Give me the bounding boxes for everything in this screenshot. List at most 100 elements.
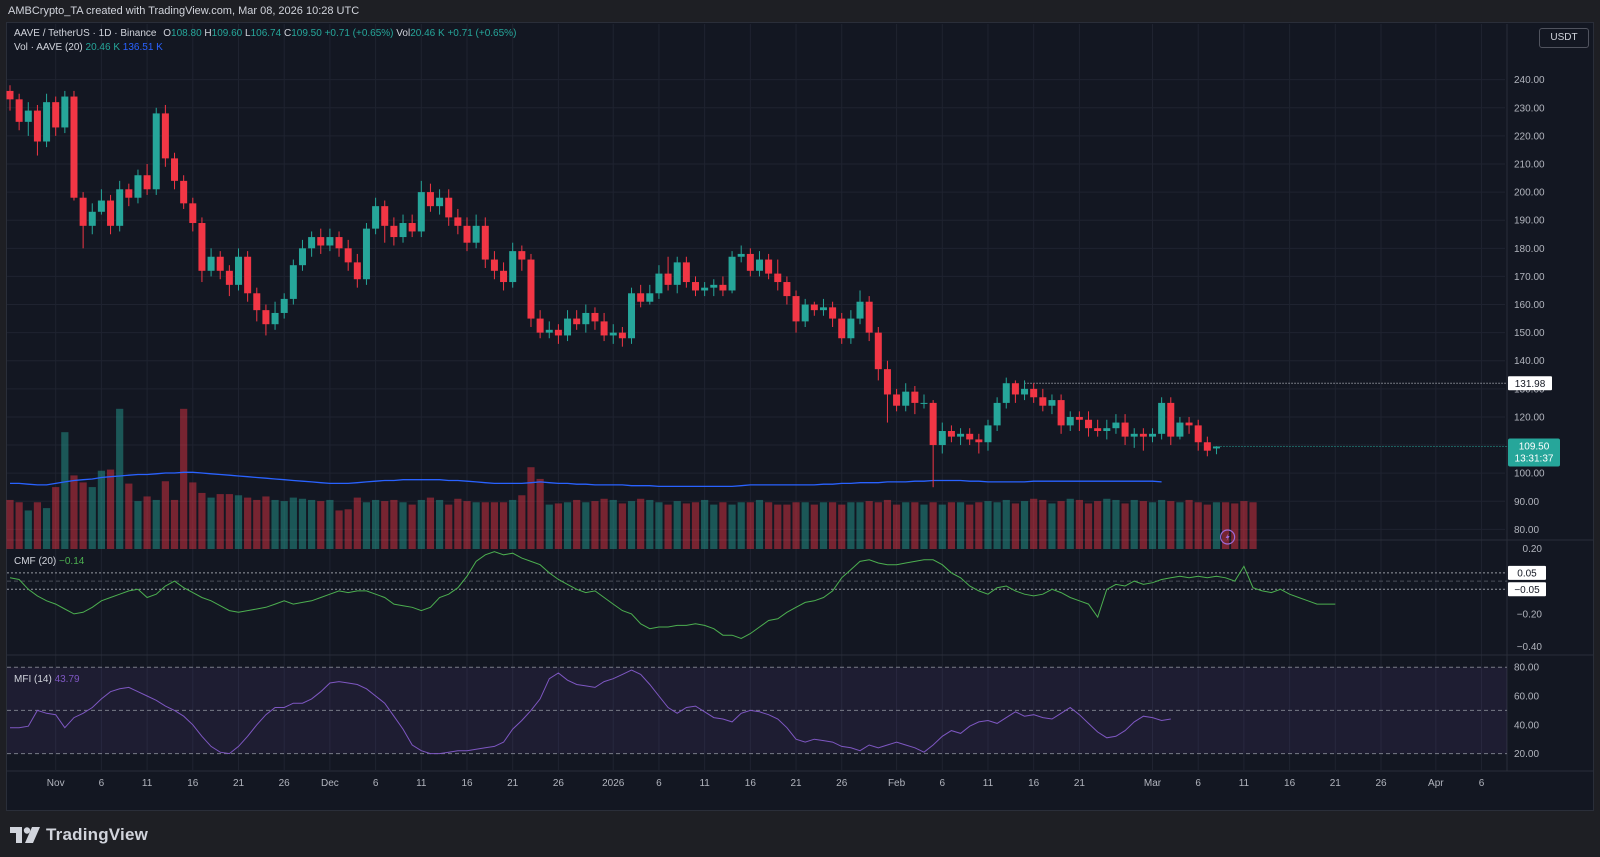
- candle-body: [61, 96, 69, 128]
- time-axis-label: 6: [656, 778, 662, 789]
- footer: TradingView: [0, 811, 1600, 857]
- volume-bar: [97, 470, 105, 549]
- volume-bar: [1185, 499, 1193, 549]
- candle-body: [445, 197, 453, 218]
- cmf-value: −0.14: [59, 556, 85, 567]
- cmf-indicator-name[interactable]: CMF (20): [14, 556, 57, 567]
- volume-bar: [1002, 499, 1010, 549]
- time-axis-label: 11: [142, 778, 153, 789]
- time-axis-label: Apr: [1428, 778, 1444, 789]
- candle-body: [161, 113, 169, 159]
- tradingview-logo[interactable]: TradingView: [10, 825, 148, 845]
- volume-bar: [6, 499, 14, 549]
- cmf-axis-label: −0.20: [1517, 609, 1543, 620]
- candle-body: [244, 256, 252, 294]
- candle-body: [774, 273, 782, 283]
- candle-body: [381, 206, 389, 226]
- volume-bar: [920, 504, 928, 549]
- volume-bar: [1176, 502, 1184, 549]
- legend-low: 106.74: [250, 28, 282, 39]
- candle-body: [527, 259, 535, 319]
- candle-body: [1085, 419, 1093, 429]
- volume-bar: [1121, 503, 1129, 549]
- candle-body: [966, 433, 974, 440]
- volume-bar: [664, 504, 672, 549]
- volume-bar: [189, 482, 197, 549]
- candle-body: [289, 265, 297, 299]
- volume-bar: [993, 502, 1001, 549]
- cmf-low-badge-text: −0.05: [1514, 585, 1540, 596]
- candle-body: [957, 433, 965, 437]
- price-axis-label: 210.00: [1514, 159, 1545, 170]
- volume-bar: [728, 504, 736, 549]
- candle-body: [280, 298, 288, 313]
- legend-symbol[interactable]: AAVE / TetherUS · 1D · Binance: [14, 28, 157, 39]
- tradingview-brand: TradingView: [46, 825, 149, 844]
- candle-body: [134, 175, 142, 198]
- candle-body: [43, 102, 51, 142]
- candle-body: [838, 318, 846, 339]
- candle-body: [1094, 428, 1102, 432]
- mfi-indicator-name[interactable]: MFI (14): [14, 674, 52, 685]
- volume-bar: [1112, 499, 1120, 549]
- mfi-line: [10, 669, 1171, 755]
- attribution-text: AMBCrypto_TA created with TradingView.co…: [8, 5, 360, 17]
- volume-bar: [463, 501, 471, 549]
- time-axis-label: Nov: [47, 778, 65, 789]
- candle-body: [829, 307, 837, 319]
- volume-bar: [673, 501, 681, 549]
- volume-bar: [353, 497, 361, 549]
- volume-bar: [399, 502, 407, 549]
- candle-body: [664, 273, 672, 285]
- volume-bar: [372, 499, 380, 549]
- grid-lines: [7, 24, 1505, 770]
- candle-body: [1039, 397, 1047, 406]
- candle-body: [746, 253, 754, 271]
- volume-bar: [902, 502, 910, 549]
- time-axis-label: 16: [187, 778, 199, 789]
- legend-vol-label: Vol: [396, 28, 411, 39]
- volume-bar: [24, 510, 32, 549]
- volume-indicator-name[interactable]: Vol · AAVE (20): [14, 42, 83, 53]
- price-axis-label: 150.00: [1514, 328, 1545, 339]
- volume-bar: [874, 502, 882, 549]
- time-axis-label: 11: [983, 778, 994, 789]
- volume-bar: [253, 499, 261, 549]
- candle-body: [171, 158, 179, 181]
- volume-bar: [892, 504, 901, 549]
- time-axis-label: Feb: [888, 778, 906, 789]
- volume-bar: [289, 497, 297, 549]
- mfi-axis-label: 20.00: [1514, 749, 1539, 760]
- cmf-low-badge: [1508, 582, 1546, 597]
- candle-body: [225, 270, 233, 285]
- candle-body: [189, 203, 197, 224]
- volume-bar: [435, 499, 444, 549]
- volume-bar: [783, 504, 791, 549]
- price-axis-label: 240.00: [1514, 75, 1545, 86]
- volume-bar: [143, 496, 151, 549]
- legend-open-label: O: [163, 28, 172, 39]
- cmf-high-badge-text: 0.05: [1517, 568, 1537, 579]
- volume-bar: [719, 502, 727, 549]
- candle-body: [692, 282, 699, 291]
- candle-body: [253, 293, 261, 311]
- volume-bar: [472, 502, 480, 549]
- candle-body: [180, 180, 188, 204]
- volume-bar: [79, 482, 87, 549]
- volume-bar: [838, 504, 846, 549]
- volume-bar: [929, 502, 937, 549]
- legend-vol: 20.46 K: [410, 28, 445, 39]
- candle-body: [1158, 402, 1166, 434]
- candle-body: [1194, 425, 1202, 443]
- volume-bar: [308, 499, 316, 549]
- volume-bar: [1167, 501, 1175, 549]
- volume-bar: [1148, 502, 1157, 549]
- candle-body: [152, 113, 160, 190]
- volume-bar: [947, 502, 956, 549]
- currency-selector[interactable]: USDT: [1539, 28, 1589, 48]
- candle-body: [481, 225, 489, 260]
- candle-body: [509, 251, 517, 283]
- time-axis-label: 26: [553, 778, 565, 789]
- candles: [6, 85, 1220, 488]
